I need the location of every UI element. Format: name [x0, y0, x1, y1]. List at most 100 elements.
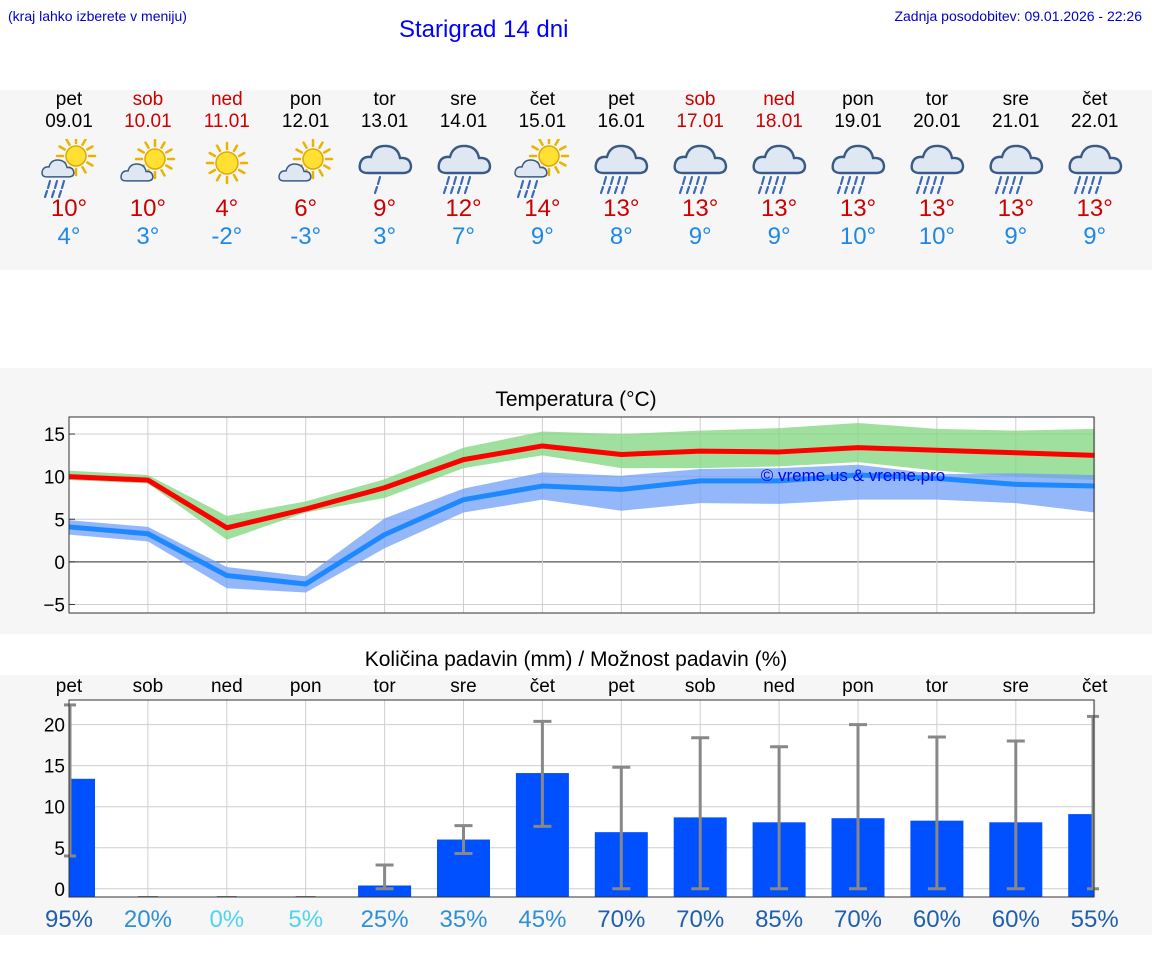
day-date: 14.01 — [439, 111, 488, 132]
day-name: tor — [373, 89, 396, 110]
last-updated: Zadnja posodobitev: 09.01.2026 - 22:26 — [894, 8, 1142, 24]
day-date: 21.01 — [992, 111, 1040, 132]
temperature-chart: −5 0 5 10 15 © vreme.us & vreme.pro — [43, 416, 1096, 616]
day-date: 19.01 — [834, 111, 882, 132]
day-max-temp: 13° — [918, 195, 956, 222]
cloud-rain-icon — [989, 144, 1043, 195]
sun-cloud-icon — [120, 139, 176, 182]
y-tick-label: 15 — [44, 757, 65, 778]
y-tick-label: 0 — [54, 880, 65, 901]
day-min-temp: 4° — [57, 223, 81, 250]
cloud-rain-icon — [594, 144, 649, 195]
day-max-temp: 12° — [445, 195, 482, 222]
precip-bar — [1068, 814, 1094, 897]
y-tick-label: 0 — [54, 553, 65, 574]
x-day-label: sre — [450, 676, 476, 697]
day-column: tor 13.01 9° 3° — [345, 89, 425, 251]
day-date: 17.01 — [676, 111, 724, 132]
precip-probability-label: 25% — [361, 906, 409, 933]
sun-cloud-icon — [277, 139, 333, 182]
day-max-temp: 13° — [760, 195, 798, 222]
day-max-temp: 13° — [603, 195, 640, 222]
day-column: pet 09.01 10° 4° — [29, 89, 109, 251]
precip-probability-label: 45% — [518, 906, 566, 933]
day-min-temp: 3° — [373, 223, 397, 250]
precip-probability-label: 35% — [439, 906, 487, 933]
day-name: sre — [450, 89, 477, 110]
precip-probability-label: 70% — [834, 906, 882, 933]
sun-icon — [205, 141, 249, 185]
precip-probability-label: 95% — [45, 906, 93, 933]
day-min-temp: 8° — [609, 223, 633, 250]
precip-bar — [69, 778, 95, 897]
day-name: ned — [763, 89, 795, 110]
day-name: pon — [289, 89, 322, 110]
day-date: 10.01 — [124, 111, 172, 132]
y-tick-label: 10 — [44, 798, 65, 819]
day-max-temp: 4° — [215, 195, 239, 222]
precip-probability-label: 0% — [209, 906, 244, 933]
page-title: Starigrad 14 dni — [399, 16, 569, 43]
day-max-temp: 6° — [294, 195, 318, 222]
day-min-temp: -2° — [211, 223, 243, 250]
cloud-rain-icon — [1068, 144, 1122, 195]
precip-probability-label: 5% — [288, 906, 323, 933]
y-tick-label: 10 — [44, 468, 65, 489]
day-min-temp: 9° — [530, 223, 554, 250]
cloud-rain-icon — [673, 144, 728, 195]
cloud-rain-icon — [910, 144, 965, 195]
day-column: pon 19.01 13° 10° — [818, 89, 898, 251]
day-name: pon — [842, 89, 874, 110]
day-max-temp: 9° — [373, 195, 397, 222]
day-max-temp: 13° — [1076, 195, 1113, 222]
y-tick-label: 5 — [54, 839, 65, 860]
x-day-label: pon — [290, 676, 322, 697]
x-day-label: tor — [374, 676, 397, 697]
precipitation-chart: pet sob ned pon tor sre čet pet sob ned pon tor sre č… — [44, 676, 1119, 933]
max-range-band — [69, 422, 1095, 540]
temperature-chart-title: Temperatura (°C) — [495, 388, 657, 411]
day-max-temp: 13° — [997, 195, 1034, 222]
day-min-temp: 9° — [688, 223, 712, 250]
precip-probability-label: 55% — [1071, 906, 1119, 933]
day-min-temp: 10° — [839, 223, 877, 250]
cloud-rain-icon — [752, 144, 807, 195]
day-column: pet 16.01 13° 8° — [581, 89, 661, 251]
precip-probability-label: 60% — [913, 906, 961, 933]
y-tick-label: 20 — [44, 716, 65, 737]
day-name: čet — [529, 89, 556, 110]
x-day-label: ned — [211, 676, 243, 697]
day-column: ned 11.01 4° -2° — [187, 89, 267, 251]
day-date: 15.01 — [518, 111, 567, 132]
day-column: tor 20.01 13° 10° — [897, 89, 977, 251]
day-min-temp: 9° — [1004, 223, 1028, 250]
day-date: 22.01 — [1070, 111, 1119, 132]
day-column: pon 12.01 6° -3° — [266, 89, 346, 251]
precip-bar — [358, 885, 412, 897]
precip-probability-label: 70% — [597, 906, 645, 933]
x-day-label: sob — [685, 676, 716, 697]
day-max-temp: 14° — [524, 195, 561, 222]
cloud-rain-icon — [831, 144, 886, 195]
day-date: 11.01 — [203, 111, 250, 132]
day-name: pet — [608, 89, 635, 110]
day-column: sob 17.01 13° 9° — [660, 89, 740, 251]
day-min-temp: 9° — [1083, 223, 1107, 250]
day-date: 18.01 — [755, 111, 803, 132]
forecast-panel — [0, 90, 1152, 270]
sun-cloud-rain-icon — [41, 139, 97, 199]
min-range-band — [69, 464, 1095, 593]
x-day-label: čet — [530, 676, 556, 697]
day-date: 16.01 — [597, 111, 646, 132]
day-name: pet — [55, 89, 83, 110]
x-day-label: sre — [1003, 676, 1029, 697]
precip-probability-label: 70% — [676, 906, 724, 933]
cloud-light-rain-icon — [358, 144, 412, 195]
x-day-label: tor — [926, 676, 949, 697]
x-day-label: pon — [842, 676, 874, 697]
day-name: ned — [210, 89, 243, 110]
x-day-label: čet — [1082, 676, 1108, 697]
y-tick-label: 15 — [44, 425, 65, 446]
day-min-temp: 9° — [767, 223, 791, 250]
day-name: sob — [132, 89, 164, 110]
